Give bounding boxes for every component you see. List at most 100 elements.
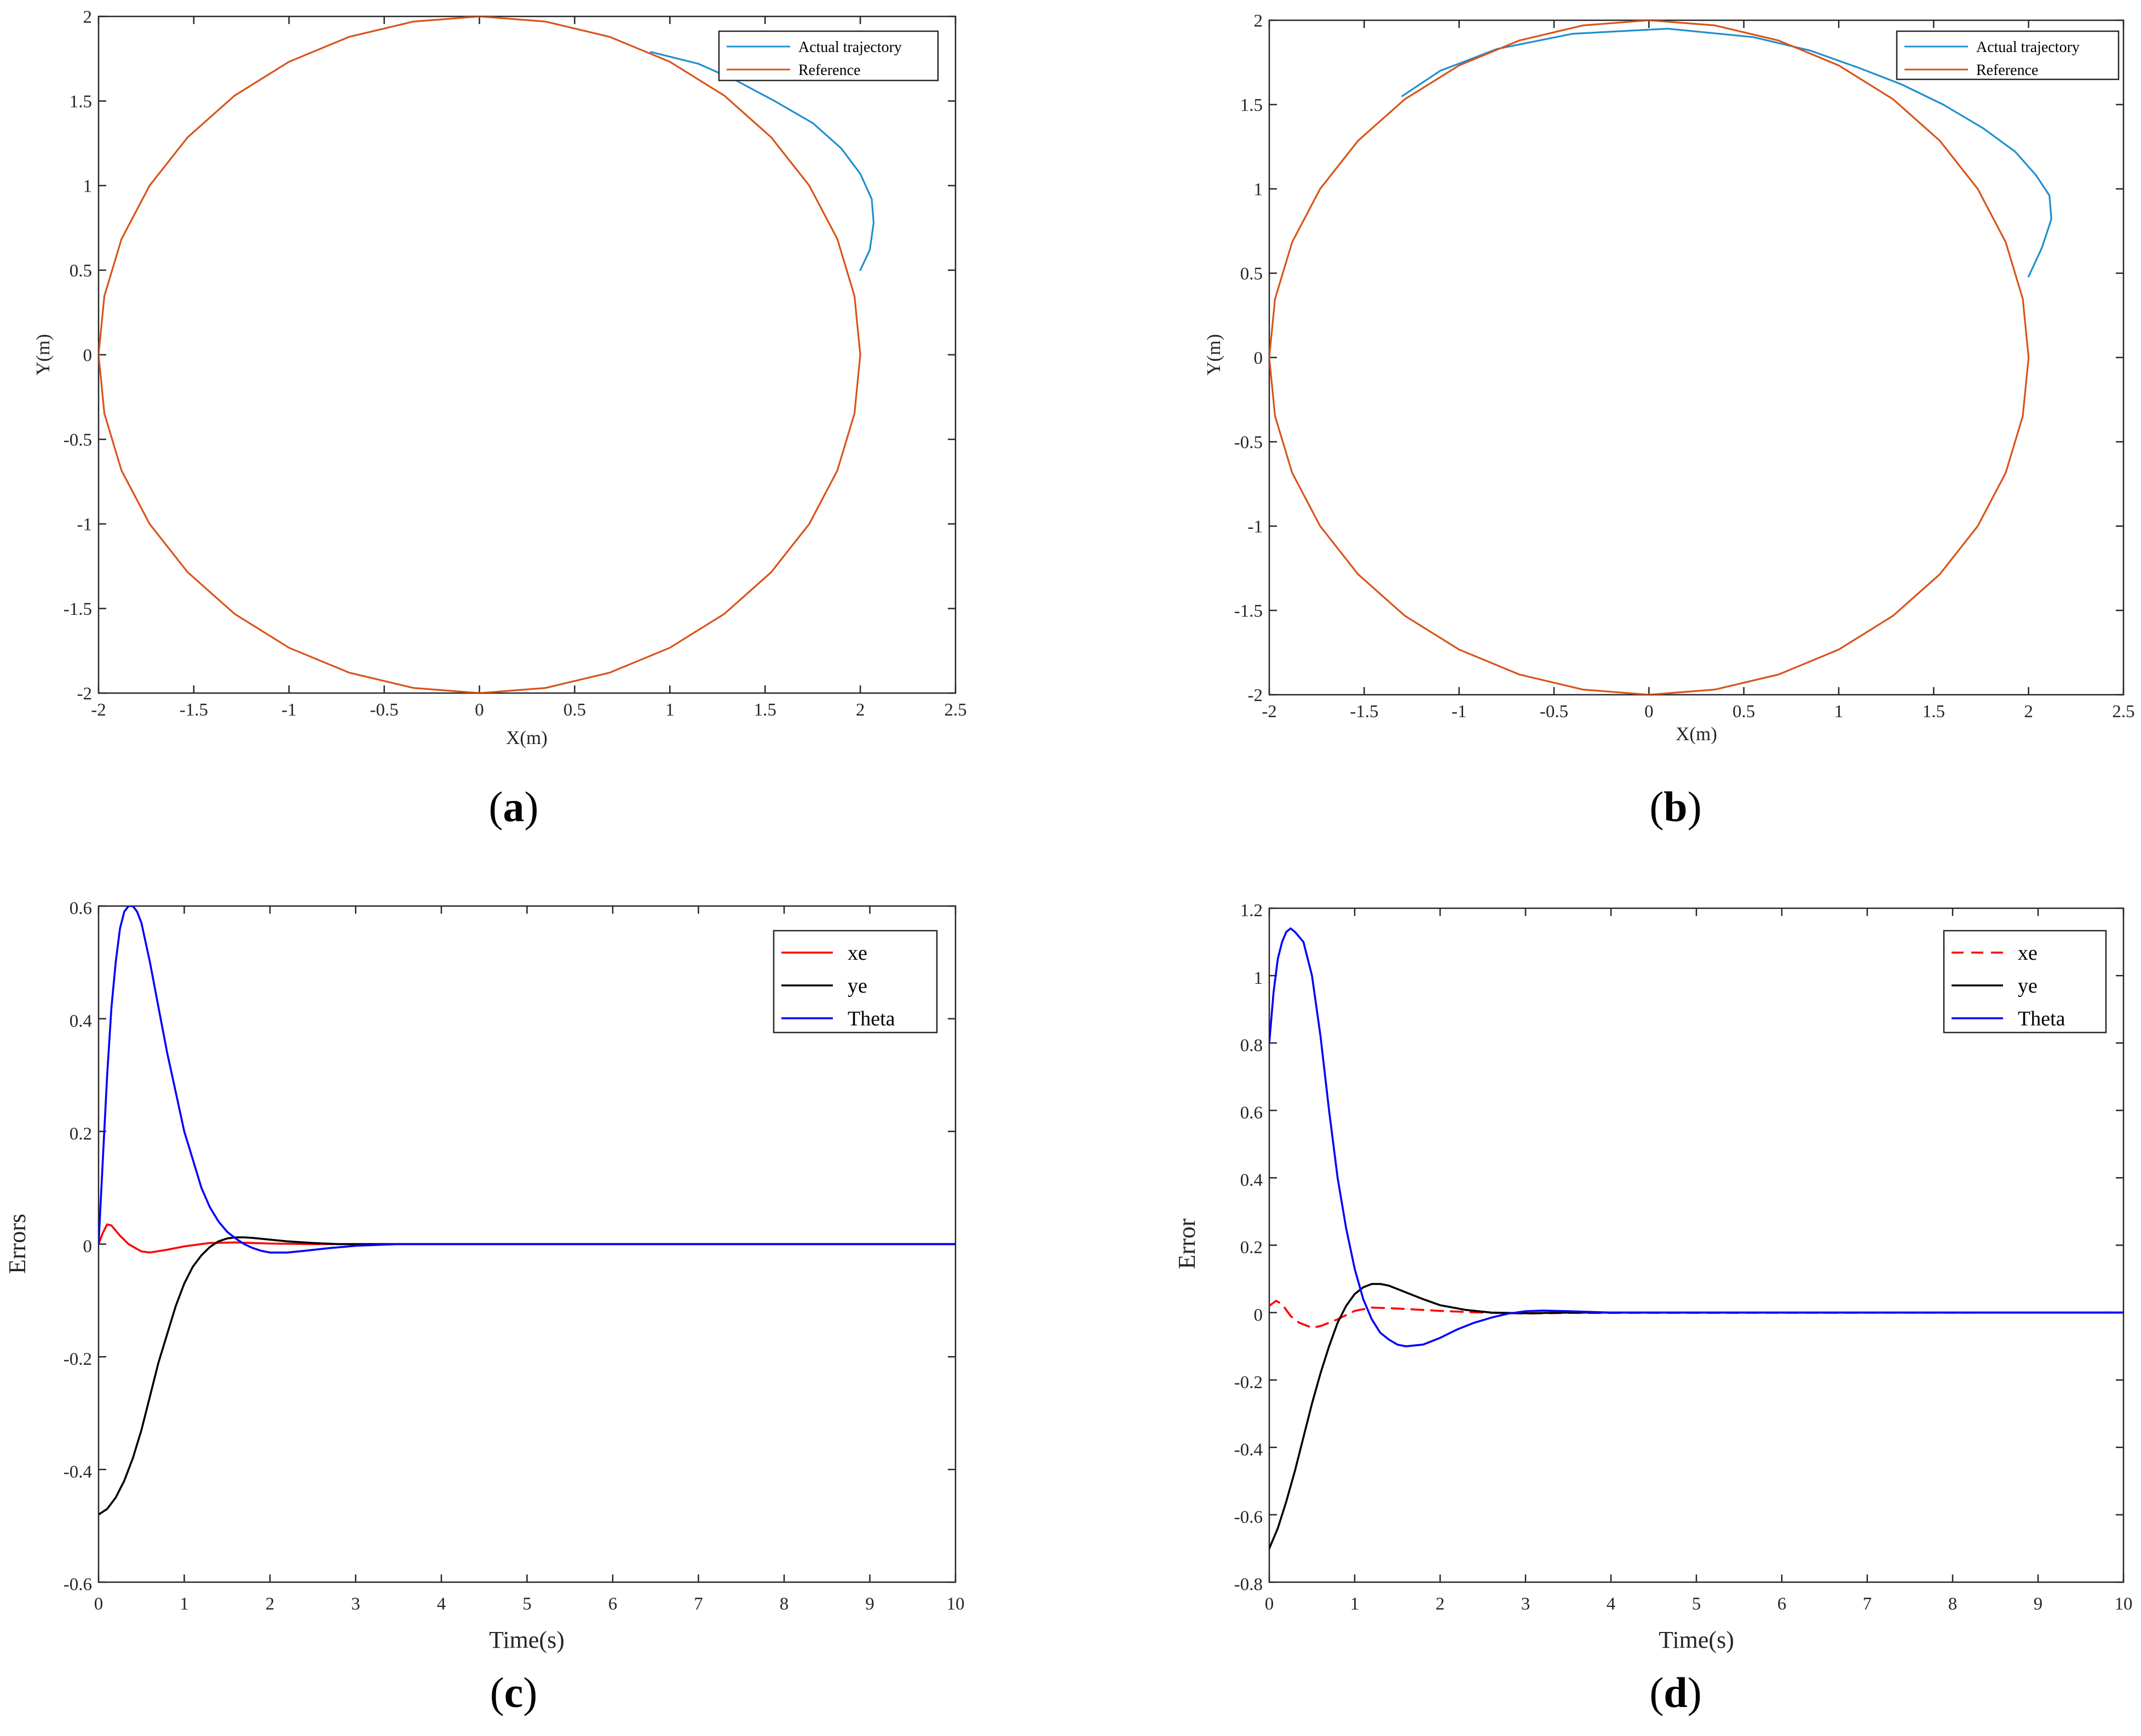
caption-close-paren: )	[523, 1669, 537, 1716]
series-line-ye	[1269, 1283, 2123, 1550]
x-tick-label: 0.5	[563, 700, 586, 720]
x-tick-label: 3	[1521, 1594, 1530, 1614]
y-tick-label: 0.6	[70, 899, 92, 919]
x-tick-label: 0	[94, 1594, 103, 1614]
chart-panel-d: 0 1 2 3 4 5 6 7 8 9 10 -0.8 -0.6 -0.4 -0.2 0 0.2 0.4 0.6 0.…	[1173, 901, 2133, 1716]
x-axis-title: Time(s)	[489, 1627, 565, 1653]
y-axis-title: Errors	[4, 1214, 31, 1274]
y-tick-label: -0.2	[1234, 1372, 1263, 1392]
legend-label-actual-trajectory: Actual trajectory	[798, 39, 902, 56]
x-tick-label: 8	[780, 1594, 789, 1614]
x-tick-label: 1	[1350, 1594, 1360, 1614]
x-tick-label: 7	[1863, 1594, 1872, 1614]
y-tick-label: 0.4	[70, 1012, 92, 1031]
series-line-xe	[1269, 1300, 2123, 1329]
y-tick-label: 0	[83, 1237, 93, 1256]
y-tick-label: -2	[1248, 686, 1263, 706]
x-tick-label: -0.5	[1540, 702, 1568, 722]
x-tick-label: 2	[2024, 702, 2033, 722]
panel-caption: (a)	[489, 783, 539, 830]
legend-label-xe: xe	[2018, 942, 2038, 965]
y-tick-label: 0.6	[1240, 1103, 1263, 1123]
y-tick-label: 2	[1254, 11, 1263, 31]
x-tick-label: 1	[180, 1594, 189, 1614]
x-tick-label: -1.5	[1350, 702, 1378, 722]
legend-label-reference: Reference	[1976, 62, 2038, 79]
y-tick-label: 1.2	[1240, 901, 1263, 921]
y-tick-label: -0.5	[1234, 433, 1263, 453]
x-tick-label: 2.5	[2112, 702, 2134, 722]
y-tick-label: 1.5	[1240, 96, 1263, 116]
x-tick-label: -1.5	[180, 700, 208, 720]
y-tick-label: 1.5	[70, 92, 92, 112]
x-tick-label: -2	[1262, 702, 1277, 722]
series-line-ye	[99, 1236, 956, 1516]
legend-label-theta: Theta	[848, 1007, 895, 1030]
legend-label-reference: Reference	[798, 62, 860, 79]
y-tick-label: -0.4	[1234, 1440, 1263, 1460]
x-tick-label: 10	[2115, 1594, 2133, 1614]
x-axis-title: X(m)	[1676, 723, 1717, 745]
series-line-theta	[99, 906, 956, 1254]
x-tick-label: 3	[351, 1594, 360, 1614]
y-tick-label: 0.4	[1240, 1170, 1263, 1190]
x-tick-label: 4	[1607, 1594, 1616, 1614]
x-tick-label: 7	[694, 1594, 703, 1614]
x-tick-label: -0.5	[370, 700, 399, 720]
legend: Actual trajectory Reference	[1896, 30, 2120, 80]
y-tick-label: -1	[77, 515, 93, 535]
x-tick-label: 1	[1834, 702, 1844, 722]
x-tick-label: 9	[2034, 1594, 2043, 1614]
x-tick-label: -1	[281, 700, 297, 720]
caption-open-paren: (	[490, 1669, 504, 1716]
y-tick-label: -1.5	[64, 599, 92, 619]
series-line-theta	[1269, 927, 2123, 1347]
legend-label-xe: xe	[848, 942, 867, 965]
y-tick-label: -0.6	[1234, 1508, 1263, 1527]
y-tick-label: 0.5	[1240, 264, 1263, 284]
x-tick-label: 5	[522, 1594, 532, 1614]
chart-panel-c: 0 1 2 3 4 5 6 7 8 9 10 -0.6 -0.4 -0.2 0 0.2 0.4 0.6 Time(s…	[4, 899, 965, 1716]
y-tick-label: 1	[1254, 180, 1263, 200]
legend-box	[773, 930, 938, 1034]
legend-label-ye: ye	[2018, 974, 2038, 997]
x-tick-label: 0	[475, 700, 484, 720]
y-tick-label: -0.8	[1234, 1575, 1263, 1595]
chart-panel-a: -2 -1.5 -1 -0.5 0 0.5 1 1.5 2 2.5 -2 -1.5 -1 -0.5 0 0.5…	[32, 8, 967, 830]
x-tick-label: 1.5	[754, 700, 776, 720]
legend-box	[718, 30, 939, 82]
x-axis-title: Time(s)	[1659, 1627, 1734, 1653]
x-tick-label: 4	[437, 1594, 446, 1614]
x-tick-label: 1.5	[1923, 702, 1945, 722]
legend: Actual trajectory Reference	[718, 30, 939, 82]
caption-letter: b	[1664, 783, 1687, 830]
y-tick-label: -0.2	[64, 1349, 92, 1369]
caption-close-paren: )	[1688, 783, 1702, 830]
caption-close-paren: )	[525, 783, 539, 830]
y-tick-label: -0.5	[64, 430, 92, 450]
panel-caption: (d)	[1649, 1669, 1701, 1716]
x-tick-label: 0.5	[1733, 702, 1755, 722]
y-tick-label: -0.4	[64, 1462, 92, 1482]
y-tick-label: -0.6	[64, 1575, 92, 1595]
plot-area-frame	[97, 15, 957, 694]
panel-caption: (b)	[1649, 783, 1701, 830]
y-tick-label: 1	[1254, 968, 1263, 988]
y-tick-label: 0.8	[1240, 1036, 1263, 1056]
x-tick-label: 0	[1644, 702, 1654, 722]
y-tick-label: -1.5	[1234, 602, 1263, 621]
x-tick-label: -2	[91, 700, 106, 720]
caption-letter: d	[1664, 1669, 1687, 1716]
chart-panel-b: -2 -1.5 -1 -0.5 0 0.5 1 1.5 2 2.5 -2 -1.5 -1 -0.5 0 0.5…	[1203, 11, 2135, 830]
series-layer	[99, 906, 956, 1516]
series-line-xe	[99, 1223, 956, 1254]
series-layer	[1269, 20, 2052, 695]
legend: xe ye Theta	[1943, 930, 2107, 1034]
legend-box	[1943, 930, 2107, 1034]
x-tick-label: -1	[1452, 702, 1467, 722]
y-tick-label: 2	[83, 8, 93, 27]
x-tick-label: 6	[1777, 1594, 1787, 1614]
series-line-reference	[1269, 20, 2030, 695]
x-tick-label: 5	[1692, 1594, 1701, 1614]
x-tick-label: 2.5	[944, 700, 966, 720]
